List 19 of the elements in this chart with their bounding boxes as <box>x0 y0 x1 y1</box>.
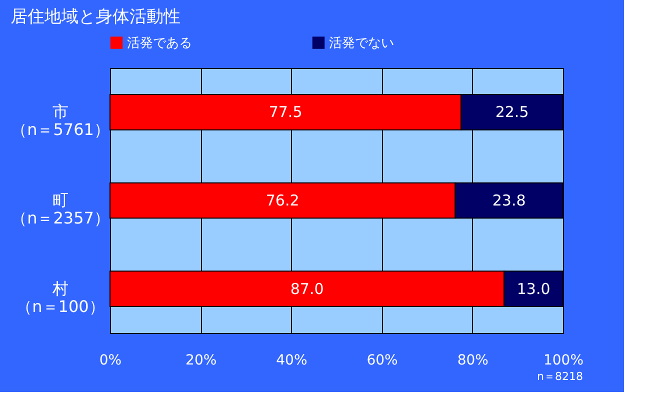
x-tick-label: 20% <box>186 352 217 368</box>
x-tick-label: 100% <box>543 352 584 368</box>
legend-label: 活発である <box>127 36 192 51</box>
y-tick-label: 市（n＝5761） <box>11 102 110 140</box>
text: 76.2 <box>266 192 300 210</box>
text: 77.5 <box>268 103 302 122</box>
x-tick-label: 0% <box>99 352 122 368</box>
legend-label: 活発でない <box>329 36 394 51</box>
x-tick-label: 80% <box>457 352 488 368</box>
x-tick-label: 40% <box>276 352 308 368</box>
text: 13.0 <box>516 280 550 298</box>
y-tick-label: 町（n＝2357） <box>11 190 110 228</box>
text: 23.8 <box>492 192 526 210</box>
chart-title: 居住地域と身体活動性 <box>10 7 181 27</box>
text: n＝8218 <box>537 370 583 383</box>
x-tick-label: 60% <box>366 352 398 368</box>
text: 87.0 <box>290 280 324 298</box>
y-tick-label: 村（n＝100） <box>16 278 105 316</box>
text: 22.5 <box>495 103 529 122</box>
